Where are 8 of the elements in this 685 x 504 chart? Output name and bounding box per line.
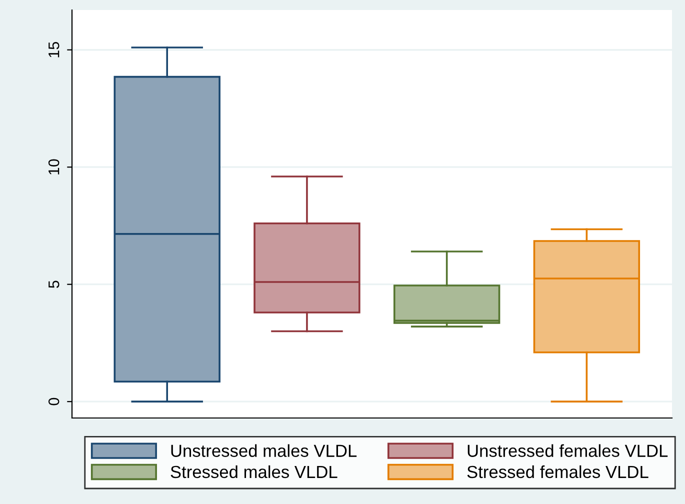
y-tick-label: 15 xyxy=(48,42,60,58)
legend-label: Unstressed males VLDL xyxy=(171,444,357,457)
legend-label: Unstressed females VLDL xyxy=(468,444,668,457)
y-tick-label: 10 xyxy=(48,159,60,174)
y-tick-label: 0 xyxy=(48,398,60,406)
legend-label: Stressed males VLDL xyxy=(170,465,338,478)
legend-label: Stressed females VLDL xyxy=(467,465,648,478)
y-tick-label: 5 xyxy=(48,280,60,288)
